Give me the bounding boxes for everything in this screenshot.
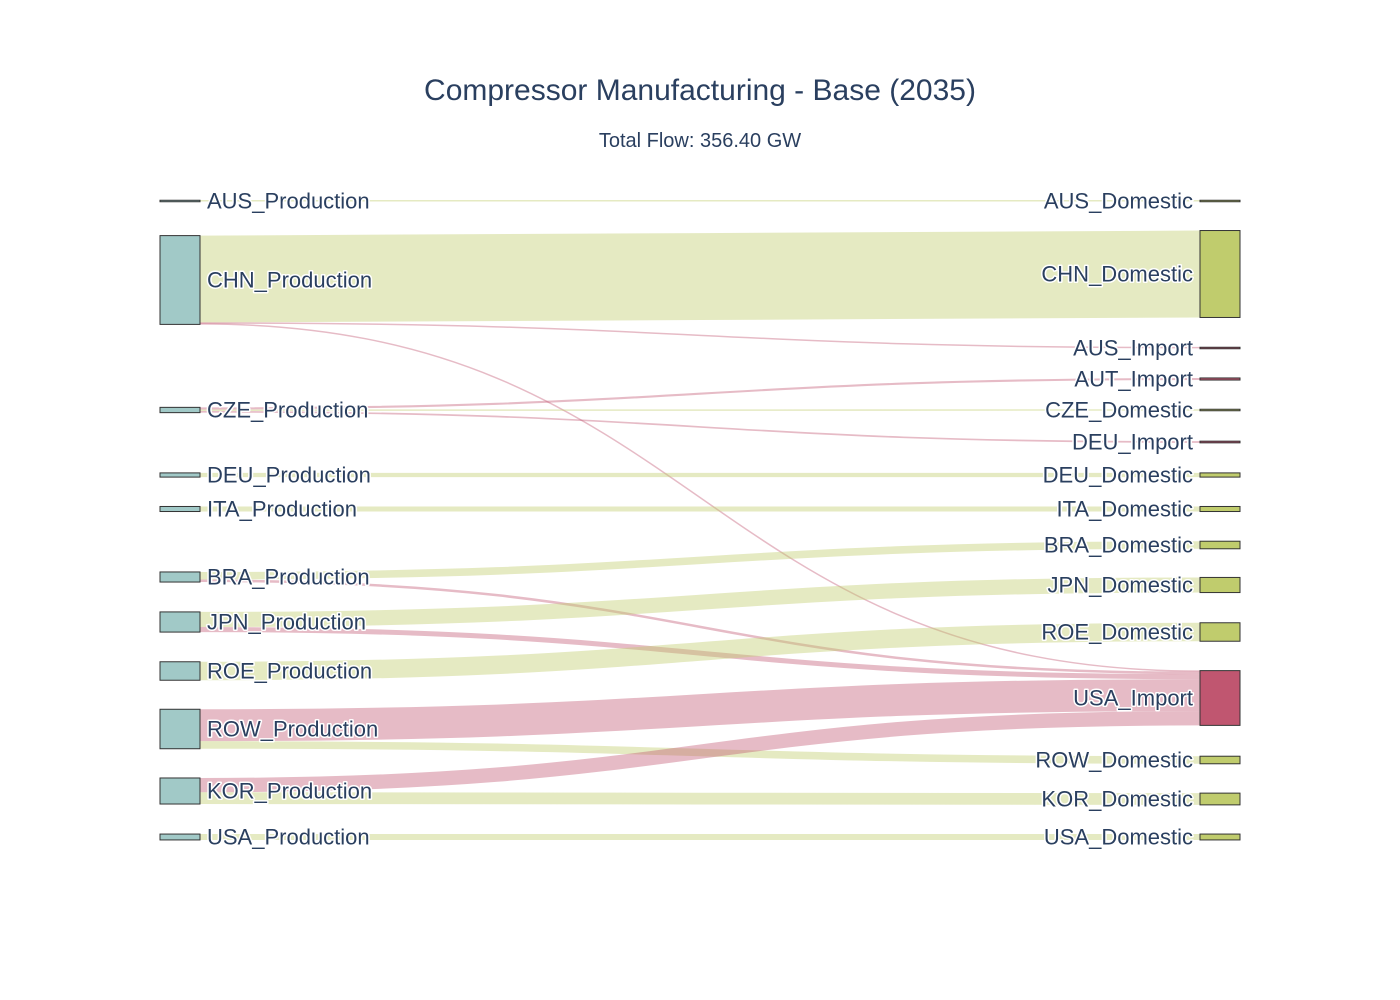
node-roe-domestic[interactable] — [1199, 622, 1241, 642]
flow-link-jpn_production-to-usa_import[interactable] — [199, 627, 1201, 680]
node-aus-domestic[interactable] — [1199, 199, 1241, 203]
node-label-ita-domestic: ITA_Domestic — [1056, 497, 1193, 522]
node-label-bra-domestic: BRA_Domestic — [1044, 533, 1193, 558]
flow-link-chn_production-to-usa_import[interactable] — [199, 323, 1201, 672]
node-aus-production[interactable] — [159, 199, 201, 203]
labels-layer: AUS_Production CHN_Production CZE_Producti… — [206, 187, 1195, 851]
node-bra-production[interactable] — [159, 571, 201, 583]
flow-link-roe_production-to-roe_domestic[interactable] — [199, 622, 1201, 681]
node-label-cze-domestic: CZE_Domestic — [1045, 398, 1193, 423]
flow-link-cze_production-to-aut_import[interactable] — [199, 377, 1201, 410]
node-deu-domestic[interactable] — [1199, 472, 1241, 478]
flow-link-bra_production-to-bra_domestic[interactable] — [199, 541, 1201, 580]
node-label-row-production: ROW_Production — [207, 717, 378, 742]
node-kor-production[interactable] — [159, 777, 201, 805]
node-kor-domestic[interactable] — [1199, 792, 1241, 806]
node-bra-domestic[interactable] — [1199, 540, 1241, 550]
node-label-usa-production: USA_Production — [207, 825, 370, 850]
chart-subtitle: Total Flow: 356.40 GW — [599, 130, 801, 152]
node-cze-domestic[interactable] — [1199, 408, 1241, 412]
flow-link-chn_production-to-aus_import[interactable] — [199, 322, 1201, 349]
node-label-chn-production: CHN_Production — [207, 268, 372, 293]
node-label-deu-domestic: DEU_Domestic — [1043, 463, 1193, 488]
node-usa-production[interactable] — [159, 833, 201, 841]
flow-link-kor_production-to-kor_domestic[interactable] — [199, 792, 1201, 805]
node-label-usa-domestic: USA_Domestic — [1044, 825, 1193, 850]
flow-link-jpn_production-to-jpn_domestic[interactable] — [199, 577, 1201, 628]
node-label-bra-production: BRA_Production — [207, 565, 370, 590]
node-ita-domestic[interactable] — [1199, 505, 1241, 513]
node-row-domestic[interactable] — [1199, 755, 1241, 765]
node-label-roe-production: ROE_Production — [207, 659, 372, 684]
node-label-deu-production: DEU_Production — [207, 463, 371, 488]
links-layer — [199, 199, 1201, 840]
node-aus-import[interactable] — [1199, 346, 1241, 350]
node-ita-production[interactable] — [159, 505, 201, 513]
flow-link-bra_production-to-usa_import[interactable] — [199, 579, 1201, 675]
node-label-deu-import: DEU_Import — [1072, 430, 1193, 455]
node-usa-import[interactable] — [1199, 670, 1241, 726]
node-label-aus-production: AUS_Production — [207, 189, 370, 214]
flow-link-chn_production-to-chn_domestic[interactable] — [199, 230, 1201, 323]
node-label-kor-domestic: KOR_Domestic — [1041, 787, 1193, 812]
node-label-jpn-domestic: JPN_Domestic — [1048, 573, 1193, 598]
node-label-roe-domestic: ROE_Domestic — [1041, 620, 1193, 645]
node-chn-production[interactable] — [159, 235, 201, 325]
node-label-aus-import: AUS_Import — [1073, 336, 1193, 361]
nodes-layer — [159, 199, 1241, 841]
node-deu-production[interactable] — [159, 472, 201, 478]
node-deu-import[interactable] — [1199, 440, 1241, 444]
node-label-usa-import: USA_Import — [1073, 686, 1193, 711]
node-usa-domestic[interactable] — [1199, 833, 1241, 841]
flow-link-kor_production-to-usa_import[interactable] — [199, 711, 1201, 793]
node-label-aut-import: AUT_Import — [1074, 367, 1193, 392]
node-label-cze-production: CZE_Production — [207, 398, 368, 423]
node-label-aus-domestic: AUS_Domestic — [1044, 189, 1193, 214]
node-aut-import[interactable] — [1199, 377, 1241, 381]
flow-link-cze_production-to-deu_import[interactable] — [199, 410, 1201, 443]
node-label-ita-production: ITA_Production — [207, 497, 357, 522]
node-roe-production[interactable] — [159, 661, 201, 681]
node-label-jpn-production: JPN_Production — [207, 610, 366, 635]
node-jpn-production[interactable] — [159, 611, 201, 633]
flow-link-row_production-to-usa_import[interactable] — [199, 679, 1201, 742]
node-label-kor-production: KOR_Production — [207, 779, 372, 804]
chart-title: Compressor Manufacturing - Base (2035) — [424, 74, 976, 107]
node-chn-domestic[interactable] — [1199, 230, 1241, 318]
node-label-row-domestic: ROW_Domestic — [1035, 748, 1193, 773]
node-row-production[interactable] — [159, 708, 201, 750]
flow-link-row_production-to-row_domestic[interactable] — [199, 741, 1201, 764]
node-label-chn-domestic: CHN_Domestic — [1041, 262, 1193, 287]
node-cze-production[interactable] — [159, 406, 201, 414]
node-jpn-domestic[interactable] — [1199, 576, 1241, 594]
